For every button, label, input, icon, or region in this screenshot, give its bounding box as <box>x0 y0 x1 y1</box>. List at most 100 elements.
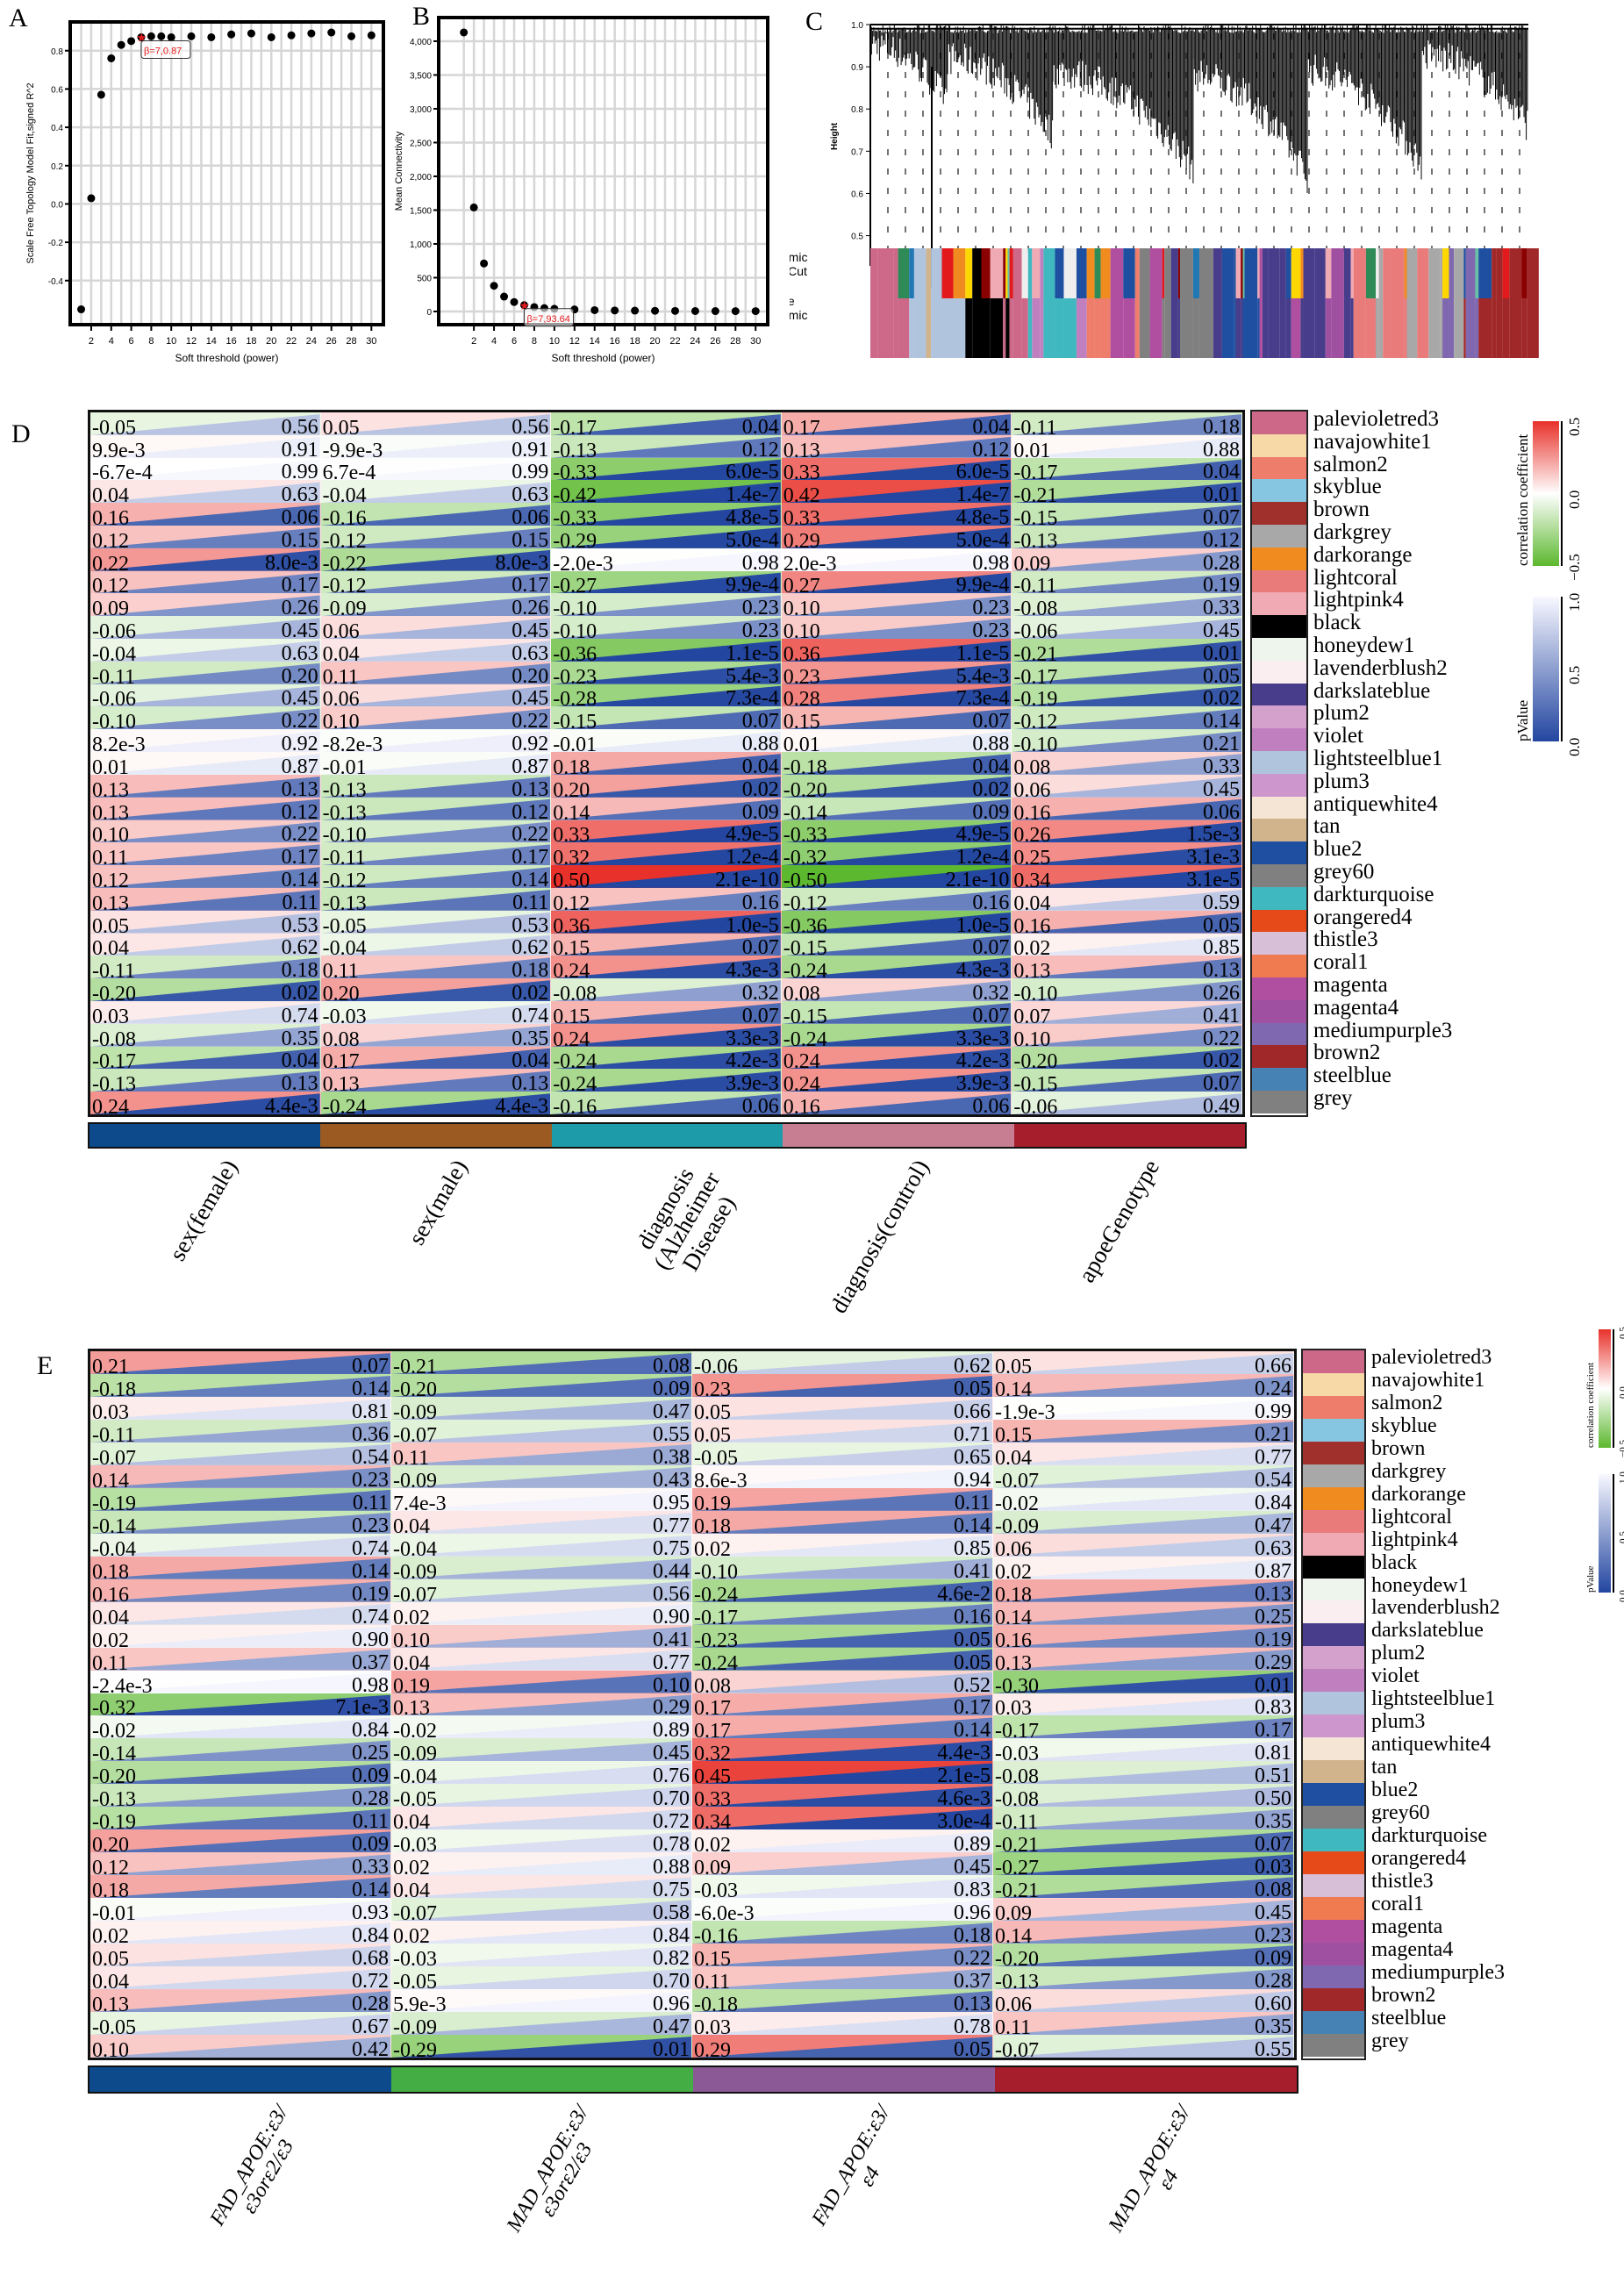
heatmap-cell: -0.33 4.8e-5 <box>551 503 782 526</box>
correlation-value: 0.17 <box>783 416 820 435</box>
correlation-value: 0.04 <box>92 937 129 956</box>
merged-module-bar <box>1383 298 1391 358</box>
correlation-value: -0.12 <box>783 891 827 911</box>
correlation-value: 0.34 <box>1013 869 1051 888</box>
dynamic-module-bar <box>1303 248 1315 298</box>
p-value: 0.19 <box>1202 574 1240 594</box>
data-point <box>711 307 719 316</box>
correlation-value: 0.12 <box>92 529 129 548</box>
trait-label: MAD_APOE:ε3/ε3orε2/ε3 <box>502 2101 597 2237</box>
heatmap-cell: -0.13 0.12 <box>551 434 782 458</box>
pvalue-wedge <box>90 1877 390 1899</box>
correlation-value: 0.24 <box>783 1050 820 1070</box>
p-value: 0.89 <box>954 1833 991 1853</box>
correlation-value: 0.05 <box>322 416 360 435</box>
p-value: 0.04 <box>972 415 1010 435</box>
heatmap-cell: -0.07 0.55 <box>993 2035 1294 2058</box>
correlation-value: -0.05 <box>92 2016 136 2036</box>
correlation-value: 0.09 <box>1013 552 1051 571</box>
p-value: 0.28 <box>352 1993 389 2013</box>
correlation-value: 0.11 <box>694 1971 731 1990</box>
correlation-value: -0.20 <box>783 778 827 798</box>
correlation-value: 0.18 <box>92 1879 129 1899</box>
x-tick-label: 16 <box>226 336 237 347</box>
dynamic-module-bar <box>1285 248 1291 298</box>
correlation-value: -0.06 <box>694 1355 738 1374</box>
heatmap-cell: -0.15 0.07 <box>551 706 782 730</box>
merged-module-bar <box>1241 298 1243 358</box>
module-swatch <box>1252 524 1306 548</box>
p-value: 2.1e-10 <box>945 868 1010 888</box>
heatmap-cell: 0.04 0.75 <box>391 1875 692 1899</box>
merged-module-bar <box>1343 298 1351 358</box>
p-value: 0.07 <box>1255 1833 1291 1853</box>
dynamic-module-bar <box>1502 248 1510 298</box>
module-swatch <box>1252 705 1306 729</box>
merged-module-bar <box>1509 298 1522 358</box>
correlation-value: 0.18 <box>92 1560 129 1579</box>
dynamic-module-bar <box>870 248 878 298</box>
correlation-value: -0.14 <box>783 801 827 820</box>
trait-label: FAD_APOE:ε3/ε4 <box>807 2101 895 2230</box>
correlation-value: 0.36 <box>553 914 590 934</box>
x-tick-label: 2 <box>471 336 476 347</box>
x-tick-label: 28 <box>730 336 740 347</box>
module-swatch <box>1252 660 1306 684</box>
heatmap-cell: -0.24 3.3e-3 <box>781 1023 1012 1047</box>
module-swatch <box>1252 592 1306 616</box>
correlation-value: -0.07 <box>393 1902 437 1922</box>
heatmap-cell: 0.20 0.02 <box>320 978 552 1001</box>
module-label: darkslateblue <box>1371 1619 1484 1643</box>
p-value: 0.63 <box>281 483 318 504</box>
heatmap-cell: 0.24 4.4e-3 <box>90 1092 321 1114</box>
correlation-value: -0.15 <box>783 1005 827 1024</box>
data-point <box>611 306 619 315</box>
correlation-value: -0.36 <box>553 642 597 662</box>
p-value: 4.8e-5 <box>726 506 779 526</box>
p-value: 0.20 <box>281 664 318 684</box>
dynamic-module-bar <box>1123 248 1135 298</box>
correlation-value: 0.05 <box>694 1400 731 1420</box>
merged-module-bar <box>931 298 942 358</box>
correlation-value: -6.7e-4 <box>92 462 153 481</box>
merged-module-bar <box>1032 298 1041 358</box>
correlation-value: -0.08 <box>553 982 597 1001</box>
y-axis-label: Mean Connectivity <box>394 131 404 211</box>
heatmap-cell: 0.04 0.74 <box>90 1601 391 1625</box>
merged-module-bar <box>1009 298 1013 358</box>
correlation-value: -0.09 <box>393 2016 437 2036</box>
heatmap-cell: -0.27 9.9e-4 <box>551 570 782 594</box>
correlation-value: -0.24 <box>553 1050 597 1070</box>
pvalue-wedge <box>692 1854 992 1876</box>
pvalue-wedge <box>993 1421 1293 1443</box>
p-value: 4.4e-3 <box>495 1094 549 1114</box>
p-value: 0.93 <box>352 1901 389 1922</box>
y-tick-label: 1,500 <box>410 206 432 216</box>
p-value: 0.17 <box>954 1696 991 1716</box>
correlation-value: 0.12 <box>553 891 590 911</box>
p-value: 0.26 <box>281 597 318 617</box>
module-label: coral1 <box>1313 950 1369 975</box>
dynamic-module-bar <box>1235 248 1241 298</box>
heatmap-cell: 0.10 0.42 <box>90 2035 391 2058</box>
heatmap-cell: -0.09 0.47 <box>993 1510 1294 1534</box>
module-swatch <box>1252 412 1306 434</box>
correlation-value: 0.10 <box>92 824 129 843</box>
heatmap-cell: -0.23 0.05 <box>692 1624 993 1648</box>
module-color-strip <box>1250 410 1308 1117</box>
module-swatch <box>1252 932 1306 956</box>
p-value: 0.70 <box>653 1970 690 1990</box>
correlation-value: 0.32 <box>694 1743 731 1762</box>
correlation-value: 0.10 <box>1013 1027 1051 1047</box>
merged-module-bar <box>926 298 932 358</box>
pvalue-wedge <box>993 1991 1293 2013</box>
merged-module-bar <box>898 298 910 358</box>
module-label: palevioletred3 <box>1313 407 1439 431</box>
p-value: 0.26 <box>1202 981 1240 1001</box>
pvalue-wedge <box>90 1353 390 1374</box>
x-tick-label: 30 <box>366 336 376 347</box>
p-value: 0.54 <box>1255 1468 1291 1488</box>
trait-color-swatch <box>783 1124 1014 1147</box>
y-tick-label: 0 <box>426 308 432 318</box>
correlation-value: 0.04 <box>393 1514 430 1534</box>
